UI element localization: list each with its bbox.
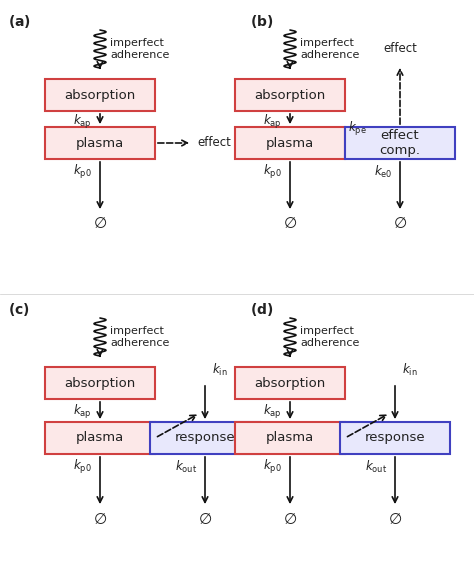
Text: imperfect
adherence: imperfect adherence [110,326,169,348]
Text: $k_{\mathrm{p0}}$: $k_{\mathrm{p0}}$ [73,163,92,181]
Text: imperfect
adherence: imperfect adherence [300,326,359,348]
Text: imperfect
adherence: imperfect adherence [110,38,169,60]
FancyBboxPatch shape [235,422,345,454]
Text: absorption: absorption [255,376,326,389]
Text: $\varnothing$: $\varnothing$ [93,216,107,232]
FancyBboxPatch shape [150,422,260,454]
FancyBboxPatch shape [235,79,345,111]
Text: $\varnothing$: $\varnothing$ [198,512,212,526]
Text: response: response [175,432,235,445]
Text: $k_{\mathrm{pe}}$: $k_{\mathrm{pe}}$ [348,120,367,138]
Text: $k_{\mathrm{e0}}$: $k_{\mathrm{e0}}$ [374,164,392,180]
Text: effect: effect [197,136,231,149]
FancyBboxPatch shape [345,127,455,159]
Text: $k_{\mathrm{out}}$: $k_{\mathrm{out}}$ [175,459,197,475]
Text: effect
comp.: effect comp. [380,129,420,157]
Text: $k_{\mathrm{p0}}$: $k_{\mathrm{p0}}$ [73,458,92,476]
Text: imperfect
adherence: imperfect adherence [300,38,359,60]
Text: $\mathbf{(c)}$: $\mathbf{(c)}$ [8,302,30,319]
Text: absorption: absorption [64,376,136,389]
Text: plasma: plasma [266,432,314,445]
Text: plasma: plasma [76,136,124,149]
Text: $k_{\mathrm{p0}}$: $k_{\mathrm{p0}}$ [264,163,282,181]
Text: $k_{\mathrm{in}}$: $k_{\mathrm{in}}$ [212,362,228,378]
Text: $\varnothing$: $\varnothing$ [283,512,297,526]
Text: $k_{\mathrm{ap}}$: $k_{\mathrm{ap}}$ [73,403,92,421]
Text: $k_{\mathrm{ap}}$: $k_{\mathrm{ap}}$ [264,403,282,421]
Text: $k_{\mathrm{ap}}$: $k_{\mathrm{ap}}$ [73,113,92,131]
Text: $\varnothing$: $\varnothing$ [388,512,402,526]
Text: effect: effect [383,42,417,55]
Text: $\mathbf{(a)}$: $\mathbf{(a)}$ [8,14,31,31]
Text: plasma: plasma [266,136,314,149]
FancyBboxPatch shape [45,367,155,399]
Text: $\varnothing$: $\varnothing$ [93,512,107,526]
Text: plasma: plasma [76,432,124,445]
FancyBboxPatch shape [45,127,155,159]
FancyBboxPatch shape [45,422,155,454]
Text: $\mathbf{(d)}$: $\mathbf{(d)}$ [250,302,273,319]
Text: $k_{\mathrm{in}}$: $k_{\mathrm{in}}$ [402,362,418,378]
FancyBboxPatch shape [235,127,345,159]
Text: $k_{\mathrm{ap}}$: $k_{\mathrm{ap}}$ [264,113,282,131]
Text: $k_{\mathrm{out}}$: $k_{\mathrm{out}}$ [365,459,387,475]
Text: absorption: absorption [64,89,136,102]
Text: absorption: absorption [255,89,326,102]
FancyBboxPatch shape [235,367,345,399]
Text: $\varnothing$: $\varnothing$ [283,216,297,232]
Text: $\varnothing$: $\varnothing$ [393,216,407,232]
FancyBboxPatch shape [340,422,450,454]
Text: $\mathbf{(b)}$: $\mathbf{(b)}$ [250,14,273,31]
FancyBboxPatch shape [45,79,155,111]
Text: $k_{\mathrm{p0}}$: $k_{\mathrm{p0}}$ [264,458,282,476]
Text: response: response [365,432,425,445]
